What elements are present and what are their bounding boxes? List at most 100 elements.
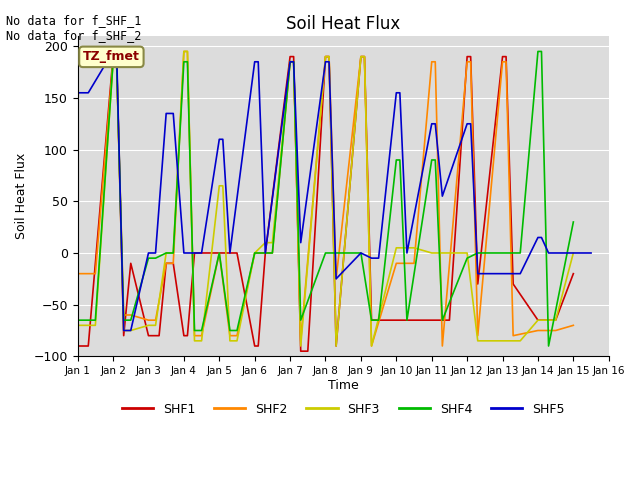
SHF4 [463, 255, 471, 261]
SHF1 [332, 343, 340, 349]
SHF1 [467, 54, 474, 60]
SHF3 [322, 54, 330, 60]
SHF3 [233, 338, 241, 344]
SHF2 [392, 261, 400, 266]
SHF2 [113, 59, 120, 65]
Title: Soil Heat Flux: Soil Heat Flux [286, 15, 401, 33]
SHF2 [570, 323, 577, 328]
SHF2 [428, 59, 436, 65]
SHF3 [269, 240, 276, 246]
SHF3 [357, 54, 365, 60]
Line: SHF5: SHF5 [77, 51, 591, 331]
SHF3 [463, 250, 471, 256]
SHF1 [445, 317, 453, 323]
SHF1 [216, 250, 223, 256]
SHF4 [474, 250, 481, 256]
SHF2 [251, 250, 259, 256]
SHF1 [163, 261, 170, 266]
SHF2 [474, 333, 481, 338]
SHF3 [552, 317, 559, 323]
SHF5 [428, 121, 436, 127]
SHF2 [463, 59, 471, 65]
SHF2 [92, 271, 99, 276]
SHF5 [438, 193, 446, 199]
SHF3 [262, 240, 269, 246]
SHF1 [570, 271, 577, 276]
SHF2 [410, 261, 418, 266]
Y-axis label: Soil Heat Flux: Soil Heat Flux [15, 153, 28, 239]
SHF3 [191, 338, 198, 344]
SHF5 [332, 276, 340, 282]
SHF2 [332, 276, 340, 282]
SHF1 [184, 333, 191, 338]
SHF1 [74, 343, 81, 349]
SHF5 [290, 59, 298, 65]
X-axis label: Time: Time [328, 379, 358, 392]
SHF3 [474, 338, 481, 344]
SHF5 [325, 59, 333, 65]
SHF1 [145, 333, 152, 338]
SHF1 [251, 343, 259, 349]
SHF4 [428, 157, 436, 163]
SHF4 [152, 255, 159, 261]
SHF2 [127, 312, 134, 318]
SHF5 [226, 250, 234, 256]
SHF4 [74, 317, 81, 323]
SHF4 [516, 250, 524, 256]
SHF1 [534, 317, 542, 323]
SHF5 [431, 121, 439, 127]
SHF4 [113, 59, 120, 65]
SHF1 [509, 281, 517, 287]
SHF4 [233, 328, 241, 334]
SHF3 [297, 343, 305, 349]
SHF4 [570, 219, 577, 225]
SHF2 [180, 48, 188, 54]
SHF1 [325, 54, 333, 60]
Line: SHF4: SHF4 [77, 51, 573, 346]
SHF1 [368, 317, 376, 323]
SHF4 [180, 59, 188, 65]
SHF2 [84, 271, 92, 276]
SHF3 [445, 250, 453, 256]
Line: SHF1: SHF1 [77, 57, 573, 351]
SHF1 [84, 343, 92, 349]
SHF3 [198, 338, 205, 344]
SHF5 [262, 250, 269, 256]
SHF5 [322, 59, 330, 65]
SHF2 [438, 343, 446, 349]
SHF4 [109, 59, 117, 65]
SHF5 [588, 250, 595, 256]
SHF5 [254, 59, 262, 65]
Line: SHF3: SHF3 [77, 51, 573, 346]
SHF4 [198, 328, 205, 334]
SHF1 [290, 54, 298, 60]
SHF1 [127, 261, 134, 266]
SHF1 [233, 250, 241, 256]
SHF2 [431, 59, 439, 65]
SHF5 [113, 48, 120, 54]
SHF5 [375, 255, 383, 261]
SHF2 [226, 333, 234, 338]
SHF5 [570, 250, 577, 256]
SHF1 [499, 54, 506, 60]
SHF4 [290, 59, 298, 65]
SHF3 [499, 338, 506, 344]
SHF5 [392, 90, 400, 96]
SHF2 [191, 333, 198, 338]
SHF5 [109, 48, 117, 54]
SHF5 [516, 271, 524, 276]
SHF3 [163, 250, 170, 256]
SHF4 [538, 48, 545, 54]
SHF3 [534, 317, 542, 323]
SHF2 [74, 271, 81, 276]
SHF5 [286, 59, 294, 65]
SHF3 [120, 328, 127, 334]
SHF1 [180, 333, 188, 338]
SHF2 [360, 54, 368, 60]
SHF2 [509, 333, 517, 338]
SHF4 [357, 250, 365, 256]
SHF2 [216, 250, 223, 256]
SHF1 [357, 54, 365, 60]
SHF2 [233, 333, 241, 338]
SHF5 [251, 59, 259, 65]
